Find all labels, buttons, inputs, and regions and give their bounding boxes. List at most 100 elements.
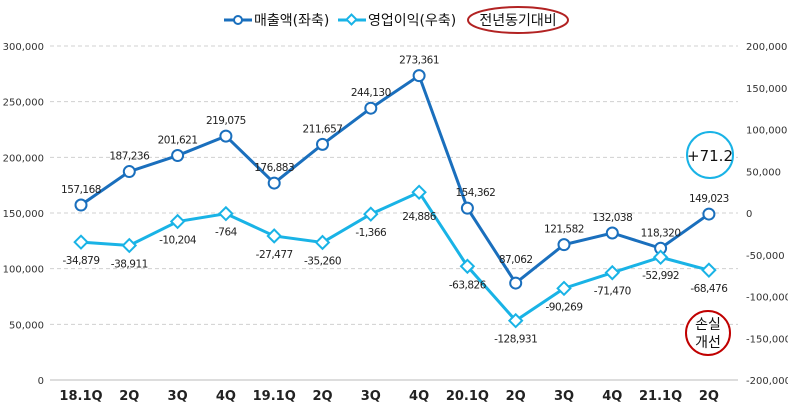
profit-point <box>218 205 234 222</box>
right-tick-label: 100,000 <box>746 126 787 137</box>
legend-revenue-label: 매출액(좌축) <box>254 13 329 29</box>
right-tick-label: -200,000 <box>746 376 788 387</box>
x-tick-label: 18.1Q <box>59 389 102 404</box>
profit-data-label: -52,992 <box>642 270 679 282</box>
revenue-data-label: 273,361 <box>399 55 439 67</box>
profit-point <box>701 262 717 278</box>
profit-point <box>507 312 524 329</box>
revenue-point <box>74 198 88 212</box>
left-tick-label: 0 <box>38 376 44 387</box>
revenue-point <box>557 238 571 252</box>
x-tick-label: 4Q <box>409 389 429 404</box>
profit-data-label: -27,477 <box>256 249 293 261</box>
profit-data-label: -63,826 <box>449 279 487 291</box>
legend-yoy-label: 전년동기대비 <box>479 13 556 29</box>
profit-data-label: 24,886 <box>402 211 437 223</box>
revenue-point <box>364 101 378 115</box>
revenue-point <box>412 69 426 83</box>
left-tick-label: 100,000 <box>3 265 44 276</box>
loss-improve-annotation: 손실 개선 <box>685 310 731 356</box>
x-tick-label: 21.1Q <box>639 389 682 404</box>
revenue-data-label: 87,062 <box>499 254 533 266</box>
profit-data-label: -35,260 <box>304 255 341 267</box>
x-tick-label: 2Q <box>312 389 332 404</box>
x-tick-label: 3Q <box>361 389 381 404</box>
revenue-data-label: 201,621 <box>158 135 198 147</box>
right-tick-label: -150,000 <box>746 334 788 345</box>
profit-data-label: -1,366 <box>355 227 387 239</box>
legend-profit[interactable]: 영업이익(우축) <box>338 13 456 29</box>
profit-point <box>169 213 186 230</box>
revenue-data-label: 244,130 <box>351 87 391 99</box>
profit-data-label: -38,911 <box>111 258 148 270</box>
profit-data-label: -90,269 <box>545 301 582 313</box>
improve-text: 개선 <box>695 335 721 351</box>
x-tick-label: 19.1Q <box>253 389 296 404</box>
revenue-point <box>460 201 474 215</box>
revenue-data-label: 149,023 <box>689 193 729 205</box>
loss-text: 손실 <box>695 317 721 333</box>
x-tick-label: 2Q <box>506 389 526 404</box>
revenue-line <box>80 73 710 286</box>
profit-data-label: -71,470 <box>594 286 631 298</box>
left-tick-label: 50,000 <box>9 320 44 331</box>
revenue-data-label: 219,075 <box>206 115 246 127</box>
revenue-data-label: 157,168 <box>61 184 101 196</box>
legend-revenue[interactable]: 매출액(좌축) <box>224 13 329 29</box>
right-tick-label: 200,000 <box>746 42 787 53</box>
profit-point <box>411 184 427 200</box>
revenue-point <box>605 226 619 240</box>
revenue-point <box>702 207 716 221</box>
x-tick-label: 3Q <box>168 389 188 404</box>
right-tick-label: 50,000 <box>746 167 781 178</box>
profit-point <box>652 249 669 266</box>
profit-point <box>121 237 138 254</box>
right-tick-label: 150,000 <box>746 84 787 95</box>
x-tick-label: 20.1Q <box>446 389 489 404</box>
profit-data-label: -128,931 <box>494 334 537 346</box>
left-tick-label: 250,000 <box>3 98 44 109</box>
profit-point <box>266 228 282 244</box>
revenue-point <box>122 165 136 179</box>
profit-point <box>459 258 476 275</box>
profit-point <box>556 280 572 297</box>
left-tick-label: 300,000 <box>3 42 44 53</box>
x-tick-label: 2Q <box>119 389 139 404</box>
profit-data-label: -10,204 <box>159 235 197 247</box>
revenue-data-label: 187,236 <box>109 151 150 163</box>
right-tick-label: 0 <box>746 209 752 220</box>
x-tick-label: 2Q <box>699 389 719 404</box>
right-tick-label: -50,000 <box>746 251 785 262</box>
profit-data-label: -68,476 <box>690 283 728 295</box>
left-tick-label: 150,000 <box>3 209 44 220</box>
profit-data-label: -34,879 <box>62 255 99 267</box>
revenue-data-label: 118,320 <box>641 227 681 239</box>
revenue-data-label: 154,362 <box>455 187 495 199</box>
revenue-data-label: 121,582 <box>544 224 584 236</box>
revenue-change-text: +71.2 <box>687 147 733 165</box>
profit-point <box>73 234 89 250</box>
yoy-ellipse <box>467 6 569 34</box>
profit-point <box>363 206 379 222</box>
revenue-point <box>509 276 523 290</box>
x-tick-label: 3Q <box>554 389 574 404</box>
legend-profit-label: 영업이익(우축) <box>368 13 456 29</box>
revenue-data-label: 132,038 <box>592 212 632 224</box>
revenue-point <box>316 137 329 151</box>
profit-point <box>604 264 621 281</box>
right-tick-label: -100,000 <box>746 293 788 304</box>
revenue-point <box>219 129 233 143</box>
revenue-data-label: 176,883 <box>254 162 294 174</box>
left-tick-label: 200,000 <box>3 153 44 164</box>
profit-line <box>80 190 710 323</box>
x-tick-label: 4Q <box>216 389 236 404</box>
revenue-point <box>171 149 185 163</box>
profit-point <box>314 234 331 251</box>
revenue-data-label: 211,657 <box>303 123 343 135</box>
legend: 매출액(좌축) 영업이익(우축) 전년동기대비 <box>224 6 569 34</box>
x-tick-label: 4Q <box>602 389 622 404</box>
revenue-change-annotation: +71.2 <box>686 131 734 179</box>
profit-data-label: -764 <box>215 227 238 239</box>
revenue-point <box>267 176 281 190</box>
